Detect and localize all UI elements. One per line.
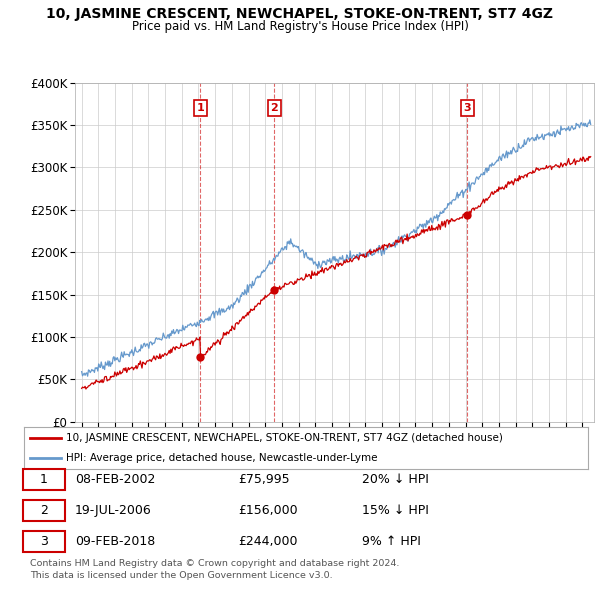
Text: £156,000: £156,000 (238, 504, 298, 517)
Text: Contains HM Land Registry data © Crown copyright and database right 2024.: Contains HM Land Registry data © Crown c… (30, 559, 400, 568)
Text: This data is licensed under the Open Government Licence v3.0.: This data is licensed under the Open Gov… (30, 571, 332, 579)
Text: 19-JUL-2006: 19-JUL-2006 (75, 504, 152, 517)
Text: 15% ↓ HPI: 15% ↓ HPI (362, 504, 429, 517)
Text: 1: 1 (196, 103, 204, 113)
Text: 1: 1 (40, 473, 48, 486)
Text: HPI: Average price, detached house, Newcastle-under-Lyme: HPI: Average price, detached house, Newc… (66, 453, 378, 463)
Text: 2: 2 (271, 103, 278, 113)
Text: £244,000: £244,000 (238, 535, 298, 548)
Text: 2: 2 (40, 504, 48, 517)
Text: £75,995: £75,995 (238, 473, 290, 486)
Text: 10, JASMINE CRESCENT, NEWCHAPEL, STOKE-ON-TRENT, ST7 4GZ (detached house): 10, JASMINE CRESCENT, NEWCHAPEL, STOKE-O… (66, 433, 503, 443)
FancyBboxPatch shape (23, 469, 65, 490)
Text: 3: 3 (463, 103, 471, 113)
Text: 09-FEB-2018: 09-FEB-2018 (75, 535, 155, 548)
Text: 3: 3 (40, 535, 48, 548)
Text: 10, JASMINE CRESCENT, NEWCHAPEL, STOKE-ON-TRENT, ST7 4GZ: 10, JASMINE CRESCENT, NEWCHAPEL, STOKE-O… (47, 7, 554, 21)
FancyBboxPatch shape (23, 500, 65, 521)
Text: 20% ↓ HPI: 20% ↓ HPI (362, 473, 429, 486)
Text: 08-FEB-2002: 08-FEB-2002 (75, 473, 155, 486)
FancyBboxPatch shape (23, 531, 65, 552)
Text: 9% ↑ HPI: 9% ↑ HPI (362, 535, 421, 548)
Text: Price paid vs. HM Land Registry's House Price Index (HPI): Price paid vs. HM Land Registry's House … (131, 20, 469, 33)
